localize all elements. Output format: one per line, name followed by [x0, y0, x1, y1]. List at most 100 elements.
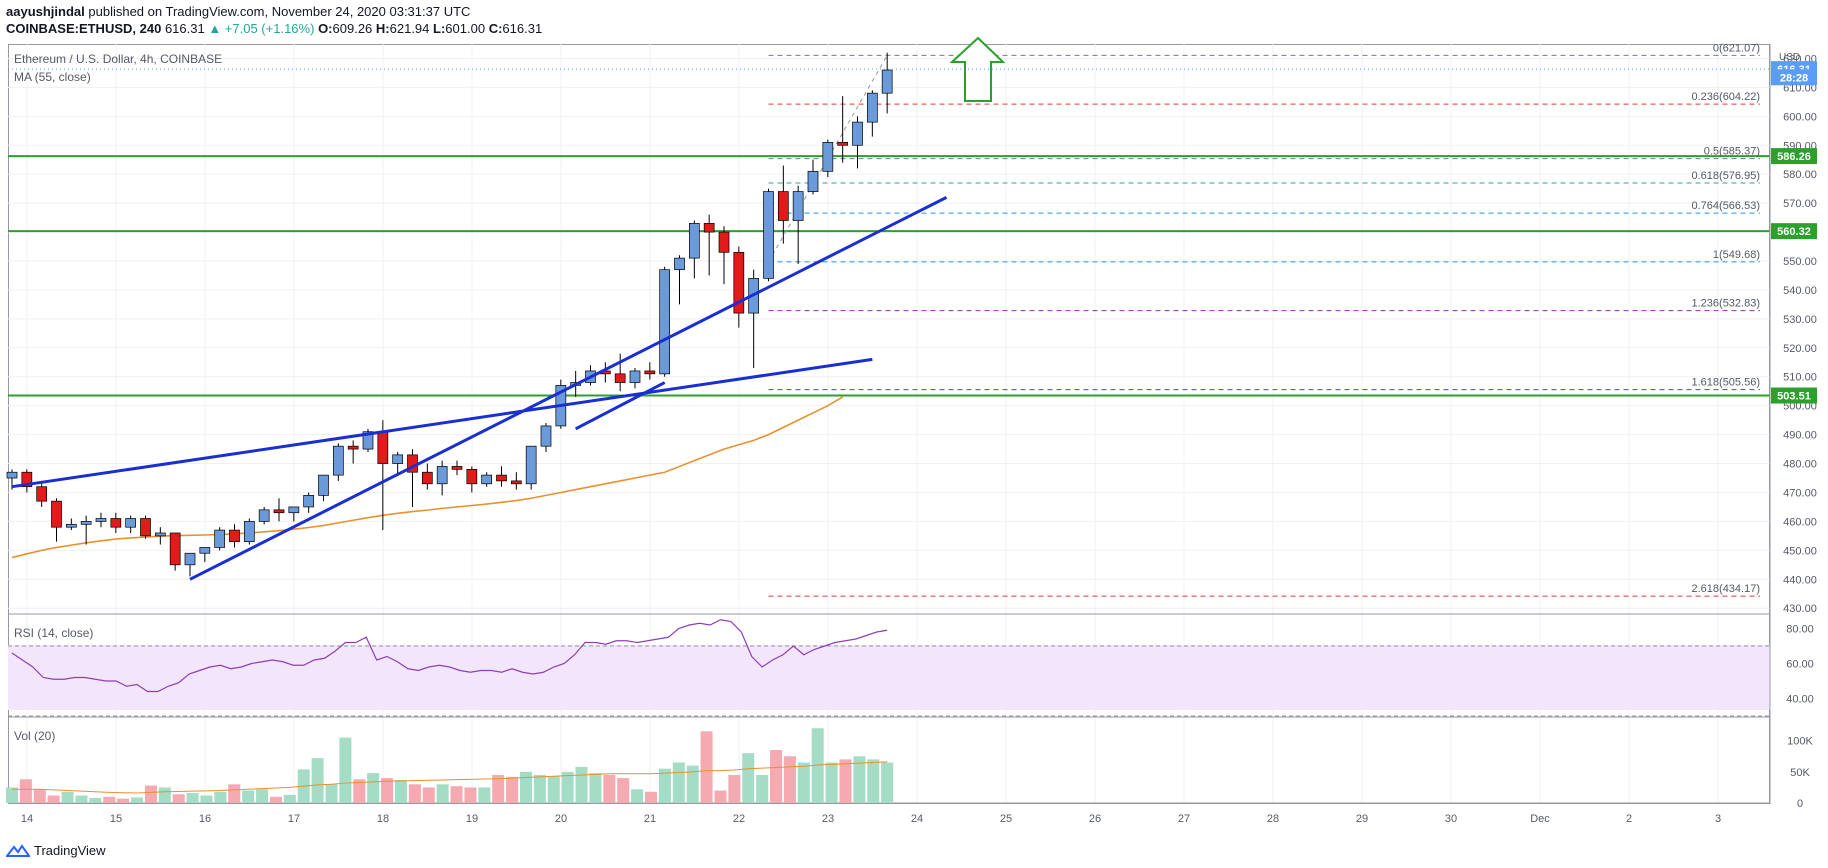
volume-bar-5: [75, 795, 88, 803]
candle-body-58: [866, 92, 878, 123]
candle-body-48: [718, 231, 730, 253]
price-tick-6: 490.00: [1783, 430, 1817, 442]
price-tick-17: 600.00: [1783, 111, 1817, 123]
volume-bars: 0 50K 100K: [6, 728, 1814, 810]
price-tick-0: 430.00: [1783, 603, 1817, 615]
volume-bar-53: [742, 753, 755, 803]
candle-body-2: [36, 486, 48, 502]
volume-bar-2: [33, 789, 46, 803]
time-tick-4: 18: [377, 813, 389, 825]
candle-body-13: [199, 547, 211, 554]
volume-bar-9: [131, 797, 144, 803]
rsi-line-path: [11, 619, 888, 693]
high-label: H:: [375, 21, 390, 36]
low-label: L:: [433, 21, 446, 36]
volume-bar-43: [603, 774, 616, 803]
price-tag-2: 586.26: [1777, 151, 1811, 163]
volume-bar-37: [519, 771, 532, 803]
candle-body-47: [703, 223, 715, 233]
volume-bar-25: [353, 779, 366, 803]
volume-bar-30: [422, 787, 435, 803]
candle-body-14: [214, 529, 226, 548]
price-axis: 430.00 440.00 450.00 460.00 470.00 480.00 490.…: [1783, 53, 1817, 615]
candle-body-30: [451, 466, 463, 470]
volume-bar-14: [200, 795, 213, 803]
volume-bar-18: [256, 789, 269, 803]
candle-18: [273, 498, 285, 522]
volume-bar-28: [394, 779, 407, 803]
volume-bar-20: [283, 794, 296, 803]
candle-35: [525, 445, 537, 490]
volume-bar-1: [19, 779, 32, 803]
candle-body-42: [629, 370, 641, 383]
volume-bar-16: [228, 784, 241, 803]
volume-bar-32: [450, 786, 463, 803]
footer: TradingView: [6, 843, 106, 858]
volume-bar-0: [6, 787, 18, 803]
candle-16: [243, 518, 255, 545]
candle-32: [481, 472, 493, 487]
candle-body-28: [421, 471, 433, 485]
fib-label-0.5: 0.5(585.37): [1704, 146, 1760, 158]
price-tag-1: 28:28: [1780, 72, 1808, 84]
volume-bar-11: [158, 787, 171, 803]
publisher-name[interactable]: aayushjindal: [6, 4, 85, 19]
time-tick-5: 19: [466, 813, 478, 825]
candle-26: [392, 451, 404, 476]
candle-body-29: [436, 466, 448, 485]
candle-body-21: [318, 474, 329, 496]
fib-label-0.618: 0.618(576.95): [1692, 170, 1761, 182]
candle-14: [214, 527, 226, 551]
published-text: published on TradingView.com, November 2…: [88, 4, 471, 19]
volume-bar-59: [825, 762, 838, 803]
volume-bar-45: [631, 789, 644, 803]
price-tag-bg-2: [1771, 148, 1817, 165]
candle-body-16: [243, 521, 255, 543]
close-value: 616.31: [502, 21, 543, 36]
volume-bar-63: [881, 762, 894, 803]
last-price: 616.31: [164, 21, 205, 36]
candle-body-45: [674, 257, 685, 271]
price-tick-11: 540.00: [1783, 285, 1817, 297]
open-value: 609.26: [332, 21, 373, 36]
time-tick-7: 21: [644, 813, 656, 825]
close-label: C:: [488, 21, 503, 36]
time-tick-3: 17: [288, 813, 300, 825]
ma-label: MA (55, close): [14, 70, 91, 84]
volume-bar-13: [186, 793, 199, 803]
candle-body-19: [288, 506, 300, 514]
time-tick-6: 20: [555, 813, 567, 825]
volume-bar-7: [103, 796, 116, 803]
fib-label-1.236: 1.236(532.83): [1692, 298, 1761, 310]
candle-21: [318, 474, 329, 502]
volume-label: Vol (20): [14, 729, 55, 743]
candle-59: [881, 52, 893, 114]
volume-bar-61: [853, 756, 866, 803]
price-tag-bg-4: [1771, 387, 1817, 404]
publish-line: aayushjindal published on TradingView.co…: [6, 4, 470, 19]
footer-brand[interactable]: TradingView: [34, 843, 106, 858]
candle-41: [614, 353, 626, 392]
volume-bar-62: [867, 759, 880, 803]
symbol-line: COINBASE:ETHUSD, 240 616.31 ▲ +7.05 (+1.…: [6, 21, 542, 36]
candle-55: [822, 139, 834, 178]
tradingview-logo-icon: [6, 843, 30, 857]
volume-bar-22: [311, 758, 324, 803]
rsi-tick-2: 80.00: [1786, 624, 1814, 636]
volume-bar-26: [367, 773, 380, 803]
volume-bar-50: [700, 731, 713, 803]
volume-bar-49: [686, 765, 699, 803]
price-tick-18: 610.00: [1783, 82, 1817, 94]
volume-bar-47: [658, 768, 671, 803]
fib-label-0: 0(621.07): [1713, 42, 1760, 54]
trendlines: [11, 196, 948, 581]
volume-bar-40: [561, 771, 574, 803]
price-tag-4: 503.51: [1777, 391, 1811, 403]
volume-bar-10: [144, 785, 157, 803]
candle-body-49: [733, 251, 745, 314]
candle-49: [733, 246, 745, 328]
price-tick-14: 570.00: [1783, 198, 1817, 210]
candle-12: [184, 552, 196, 577]
candle-body-6: [95, 518, 107, 522]
